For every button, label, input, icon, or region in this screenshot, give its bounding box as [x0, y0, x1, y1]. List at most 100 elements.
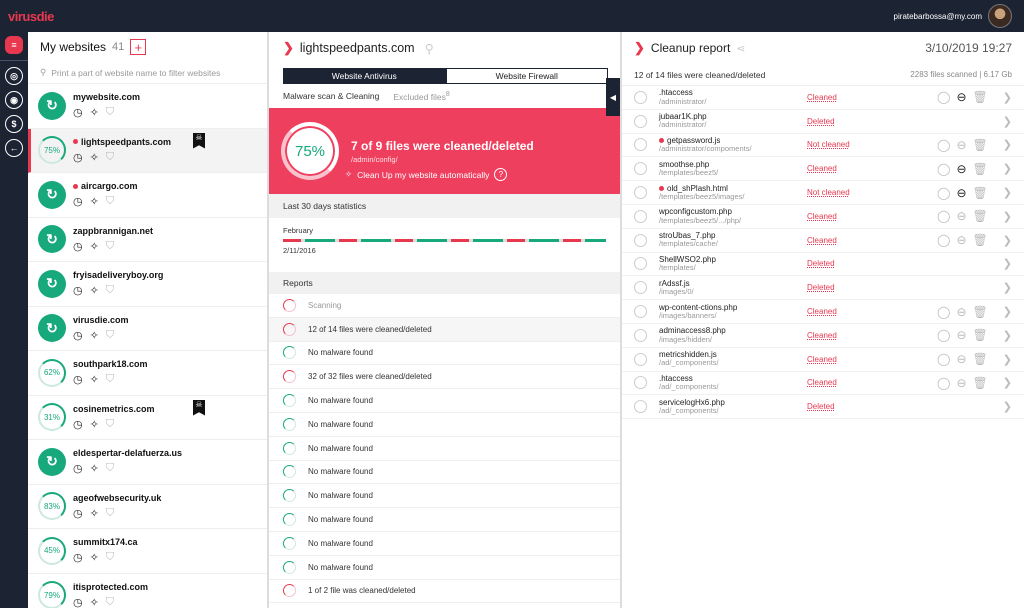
- file-checkbox[interactable]: [634, 305, 647, 319]
- shield-icon[interactable]: ⛉: [105, 462, 115, 475]
- file-row[interactable]: metricshidden.js/ad/_components/Cleaned ◯…: [622, 348, 1024, 372]
- cleanup-icon[interactable]: ✧: [89, 285, 99, 298]
- restore-icon[interactable]: ⊖: [956, 185, 967, 200]
- shield-icon[interactable]: ⛉: [105, 150, 115, 163]
- website-row[interactable]: ↻ zappbrannigan.net ◷ ✧ ⛉: [28, 218, 267, 262]
- report-row[interactable]: No malware found: [269, 556, 620, 580]
- chevron-right-icon[interactable]: ❯: [1002, 353, 1012, 366]
- file-status[interactable]: Cleaned: [807, 211, 837, 221]
- trash-icon[interactable]: 🗑: [972, 304, 988, 319]
- report-row[interactable]: No malware found: [269, 437, 620, 461]
- chevron-right-icon[interactable]: ❯: [1002, 163, 1012, 176]
- clock-icon[interactable]: ◷: [73, 552, 83, 565]
- restore-icon[interactable]: ⊖: [956, 233, 967, 248]
- help-icon[interactable]: ?: [494, 168, 508, 181]
- subtab-excluded-files[interactable]: Excluded files8: [393, 90, 449, 102]
- website-row[interactable]: 83% ageofwebsecurity.uk ◷ ✧ ⛉: [28, 485, 267, 529]
- file-row[interactable]: getpassword.js/administrator/compoments/…: [622, 134, 1024, 158]
- file-status[interactable]: Cleaned: [807, 92, 837, 102]
- clock-icon[interactable]: ◷: [73, 374, 83, 387]
- user-menu[interactable]: piratebarbossa@my.com: [894, 4, 1012, 28]
- file-checkbox[interactable]: [634, 90, 647, 104]
- file-status[interactable]: Cleaned: [807, 330, 837, 340]
- cleanup-icon[interactable]: ✧: [89, 107, 99, 120]
- file-row[interactable]: .htaccess/ad/_components/Cleaned ◯ ⊖ 🗑 ❯: [622, 372, 1024, 396]
- website-row[interactable]: ↻ eldespertar-delafuerza.us ◷ ✧ ⛉: [28, 440, 267, 485]
- chevron-right-icon[interactable]: ❯: [1002, 139, 1012, 152]
- restore-icon[interactable]: ⊖: [956, 161, 967, 176]
- collapse-panel-button[interactable]: ◀: [606, 78, 620, 116]
- file-checkbox[interactable]: [634, 400, 647, 414]
- file-row[interactable]: old_shPlash.html/templates/beez5/images/…: [622, 181, 1024, 205]
- file-status[interactable]: Deleted: [807, 116, 835, 126]
- file-status[interactable]: Deleted: [807, 402, 835, 412]
- file-checkbox[interactable]: [634, 138, 647, 152]
- file-checkbox[interactable]: [634, 257, 647, 271]
- trash-icon[interactable]: 🗑: [972, 90, 988, 105]
- trash-icon[interactable]: 🗑: [972, 328, 988, 343]
- file-status[interactable]: Cleaned: [807, 378, 837, 388]
- file-checkbox[interactable]: [634, 376, 647, 390]
- website-row[interactable]: ↻ virusdie.com ◷ ✧ ⛉: [28, 307, 267, 351]
- chevron-right-icon[interactable]: ❯: [1002, 377, 1012, 390]
- report-row[interactable]: Scanning: [269, 294, 620, 318]
- file-row[interactable]: servicelogHx6.php/ad/_components/Deleted…: [622, 395, 1024, 420]
- website-name[interactable]: summitx174.ca: [73, 537, 138, 548]
- search-icon[interactable]: ⚲: [424, 41, 434, 56]
- clock-icon[interactable]: ◷: [73, 196, 83, 209]
- cleanup-icon[interactable]: ✧: [89, 329, 99, 342]
- file-row[interactable]: stroUbas_7.php/templates/cache/Cleaned ◯ ⊖…: [622, 229, 1024, 253]
- add-website-button[interactable]: +: [130, 39, 147, 55]
- chevron-right-icon[interactable]: ❯: [1002, 115, 1012, 128]
- website-name[interactable]: eldespertar-delafuerza.us: [73, 448, 183, 459]
- website-row[interactable]: 75% lightspeedpants.com ◷ ✧ ⛉ ☠: [28, 128, 267, 173]
- report-row[interactable]: No malware found: [269, 413, 620, 437]
- comment-icon[interactable]: ◯: [937, 375, 951, 390]
- cleanup-icon[interactable]: ✧: [89, 196, 99, 209]
- file-status[interactable]: Cleaned: [807, 164, 837, 174]
- restore-icon[interactable]: ⊖: [956, 352, 967, 367]
- clock-icon[interactable]: ◷: [73, 507, 83, 520]
- file-checkbox[interactable]: [634, 352, 647, 366]
- file-row[interactable]: ShellWSO2.php/templates/Deleted ❯: [622, 253, 1024, 277]
- website-row[interactable]: 45% summitx174.ca ◷ ✧ ⛉: [28, 529, 267, 574]
- comment-icon[interactable]: ◯: [937, 304, 951, 319]
- stats-bar[interactable]: [283, 239, 606, 242]
- shield-icon[interactable]: ⛉: [105, 284, 115, 297]
- restore-icon[interactable]: ⊖: [956, 90, 967, 105]
- file-status[interactable]: Cleaned: [807, 235, 837, 245]
- logout-icon[interactable]: ←: [5, 139, 23, 157]
- shield-icon[interactable]: ⛉: [105, 506, 115, 519]
- file-checkbox[interactable]: [634, 114, 647, 128]
- file-row[interactable]: wpconfigcustom.php/templates/beez5/.../p…: [622, 205, 1024, 229]
- chevron-right-icon[interactable]: ❯: [1002, 187, 1012, 200]
- billing-icon[interactable]: $: [5, 115, 23, 133]
- clock-icon[interactable]: ◷: [73, 107, 83, 120]
- comment-icon[interactable]: ◯: [937, 137, 951, 152]
- shield-icon[interactable]: ⛉: [105, 328, 115, 341]
- clock-icon[interactable]: ◷: [73, 151, 83, 164]
- report-row[interactable]: 32 of 32 files were cleaned/deleted: [269, 365, 620, 390]
- trash-icon[interactable]: 🗑: [972, 233, 988, 248]
- report-row[interactable]: No malware found: [269, 508, 620, 532]
- trash-icon[interactable]: 🗑: [972, 137, 988, 152]
- file-checkbox[interactable]: [634, 186, 647, 200]
- comment-icon[interactable]: ◯: [937, 209, 951, 224]
- share-icon[interactable]: ⋖: [736, 42, 746, 55]
- comment-icon[interactable]: ◯: [937, 161, 951, 176]
- trash-icon[interactable]: 🗑: [972, 185, 988, 200]
- file-row[interactable]: smoothse.php/templates/beez5/Cleaned ◯ ⊖ 🗑 ❯: [622, 157, 1024, 182]
- subtab-malware-scan[interactable]: Malware scan & Cleaning: [283, 91, 380, 101]
- clock-icon[interactable]: ◷: [73, 418, 83, 431]
- clock-icon[interactable]: ◷: [73, 463, 83, 476]
- app-logo[interactable]: virusdie: [8, 8, 54, 24]
- restore-icon[interactable]: ⊖: [956, 137, 967, 152]
- cleanup-icon[interactable]: ✧: [89, 151, 99, 164]
- chevron-right-icon[interactable]: ❯: [1002, 91, 1012, 104]
- restore-icon[interactable]: ⊖: [956, 328, 967, 343]
- file-status[interactable]: Not cleaned: [807, 188, 850, 198]
- trash-icon[interactable]: 🗑: [972, 209, 988, 224]
- comment-icon[interactable]: ◯: [937, 233, 951, 248]
- shield-icon[interactable]: ⛉: [105, 106, 115, 119]
- file-checkbox[interactable]: [634, 162, 647, 176]
